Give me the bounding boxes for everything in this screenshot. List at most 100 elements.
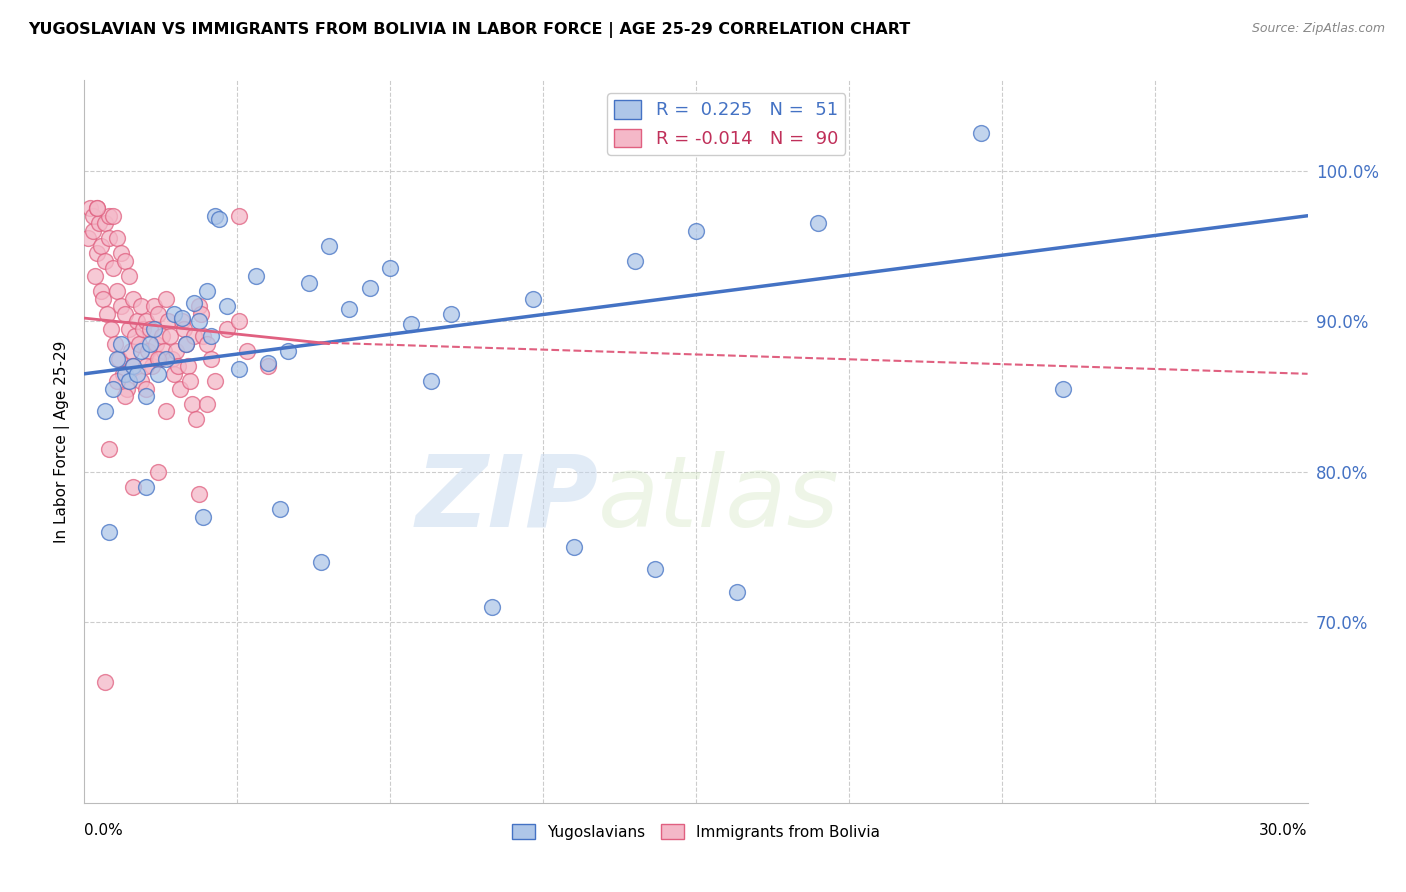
Point — [135, 389, 157, 403]
Point — [228, 314, 250, 328]
Point — [131, 375, 153, 389]
Point — [481, 600, 503, 615]
Point — [156, 314, 179, 328]
Point — [150, 329, 173, 343]
Point — [118, 268, 141, 283]
Point — [228, 209, 250, 223]
Point — [101, 209, 124, 223]
Point — [105, 284, 128, 298]
Point — [200, 329, 222, 343]
Point — [174, 336, 197, 351]
Point — [105, 351, 128, 366]
Point — [127, 314, 149, 328]
Text: ZIP: ZIP — [415, 450, 598, 548]
Point — [120, 344, 142, 359]
Point — [236, 344, 259, 359]
Point — [136, 344, 159, 359]
Point — [1052, 382, 1074, 396]
Point — [339, 302, 361, 317]
Point — [118, 321, 141, 335]
Point — [970, 126, 993, 140]
Point — [142, 321, 165, 335]
Point — [359, 281, 381, 295]
Point — [122, 359, 145, 374]
Point — [118, 375, 141, 389]
Point — [82, 209, 104, 223]
Point — [135, 480, 157, 494]
Point — [153, 344, 176, 359]
Point — [132, 321, 155, 335]
Point — [204, 375, 226, 389]
Point — [190, 307, 212, 321]
Point — [101, 261, 124, 276]
Point — [79, 201, 101, 215]
Point — [135, 382, 157, 396]
Point — [200, 351, 222, 366]
Point — [97, 231, 120, 245]
Point — [104, 336, 127, 351]
Point — [145, 336, 167, 351]
Point — [172, 314, 194, 328]
Point — [110, 336, 132, 351]
Point — [257, 359, 280, 374]
Point — [685, 224, 707, 238]
Point — [96, 307, 118, 321]
Point — [269, 502, 291, 516]
Point — [114, 253, 136, 268]
Point — [83, 268, 105, 283]
Point — [149, 351, 172, 366]
Point — [245, 268, 267, 283]
Point — [135, 359, 157, 374]
Point — [181, 397, 204, 411]
Point — [173, 321, 195, 335]
Point — [135, 314, 157, 328]
Point — [91, 292, 114, 306]
Point — [122, 292, 145, 306]
Point — [146, 465, 169, 479]
Point — [228, 362, 250, 376]
Point — [179, 375, 201, 389]
Point — [204, 209, 226, 223]
Point — [127, 367, 149, 381]
Point — [110, 246, 132, 260]
Point — [298, 277, 321, 291]
Point — [169, 382, 191, 396]
Point — [82, 224, 104, 238]
Point — [440, 307, 463, 321]
Point — [87, 216, 110, 230]
Point — [217, 321, 239, 335]
Point — [141, 359, 163, 374]
Text: Source: ZipAtlas.com: Source: ZipAtlas.com — [1251, 22, 1385, 36]
Point — [131, 299, 153, 313]
Point — [97, 524, 120, 539]
Point — [138, 321, 160, 335]
Legend: Yugoslavians, Immigrants from Bolivia: Yugoslavians, Immigrants from Bolivia — [506, 818, 886, 846]
Point — [191, 329, 214, 343]
Point — [97, 442, 120, 456]
Point — [163, 367, 186, 381]
Point — [195, 284, 218, 298]
Text: atlas: atlas — [598, 450, 839, 548]
Point — [146, 367, 169, 381]
Point — [110, 299, 132, 313]
Point — [807, 216, 830, 230]
Point — [644, 562, 666, 576]
Point — [172, 311, 194, 326]
Point — [138, 336, 160, 351]
Point — [86, 246, 108, 260]
Point — [146, 351, 169, 366]
Point — [309, 555, 332, 569]
Point — [93, 216, 115, 230]
Point — [114, 367, 136, 381]
Point — [105, 375, 128, 389]
Y-axis label: In Labor Force | Age 25-29: In Labor Force | Age 25-29 — [55, 341, 70, 542]
Point — [100, 321, 122, 335]
Point — [90, 239, 112, 253]
Point — [146, 307, 169, 321]
Point — [122, 359, 145, 374]
Point — [183, 296, 205, 310]
Point — [77, 231, 100, 245]
Point — [187, 487, 209, 501]
Point — [90, 284, 112, 298]
Point — [97, 209, 120, 223]
